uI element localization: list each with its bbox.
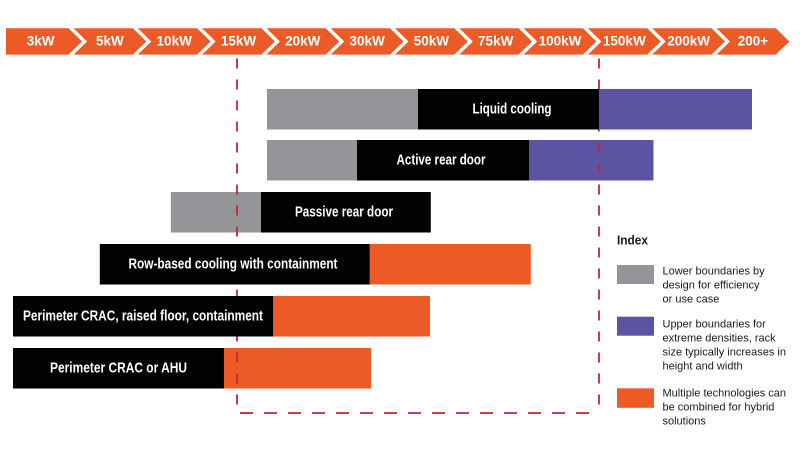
svg-text:200+: 200+ <box>738 33 769 48</box>
svg-text:5kW: 5kW <box>96 33 124 48</box>
svg-text:Active rear door: Active rear door <box>397 152 486 169</box>
svg-text:3kW: 3kW <box>27 33 55 48</box>
svg-text:75kW: 75kW <box>478 33 514 48</box>
svg-text:design for efficiency: design for efficiency <box>663 279 761 291</box>
svg-text:10kW: 10kW <box>157 33 193 48</box>
svg-text:or use case: or use case <box>663 294 720 306</box>
svg-text:extreme densities, rack: extreme densities, rack <box>663 333 777 345</box>
svg-text:Passive rear door: Passive rear door <box>295 204 393 221</box>
svg-text:Row-based cooling with contain: Row-based cooling with containment <box>129 256 338 273</box>
svg-text:20kW: 20kW <box>285 33 321 48</box>
svg-text:Perimeter CRAC or AHU: Perimeter CRAC or AHU <box>50 360 187 377</box>
svg-text:Multiple technologies can: Multiple technologies can <box>663 388 787 400</box>
svg-text:200kW: 200kW <box>667 33 710 48</box>
svg-text:Liquid cooling: Liquid cooling <box>473 101 552 118</box>
svg-text:50kW: 50kW <box>414 33 450 48</box>
svg-text:height and width: height and width <box>663 361 743 373</box>
svg-text:Perimeter CRAC, raised floor,: Perimeter CRAC, raised floor, containmen… <box>23 308 263 325</box>
svg-text:30kW: 30kW <box>349 33 385 48</box>
svg-text:solutions: solutions <box>663 416 707 428</box>
svg-text:be combined for hybrid: be combined for hybrid <box>663 402 775 414</box>
svg-text:Upper boundaries for: Upper boundaries for <box>663 318 767 330</box>
svg-text:100kW: 100kW <box>539 33 582 48</box>
svg-text:Lower boundaries by: Lower boundaries by <box>663 265 766 277</box>
svg-text:150kW: 150kW <box>603 33 646 48</box>
svg-text:Index: Index <box>617 232 649 247</box>
svg-text:15kW: 15kW <box>221 33 257 48</box>
svg-text:size typically increases in: size typically increases in <box>663 347 787 359</box>
